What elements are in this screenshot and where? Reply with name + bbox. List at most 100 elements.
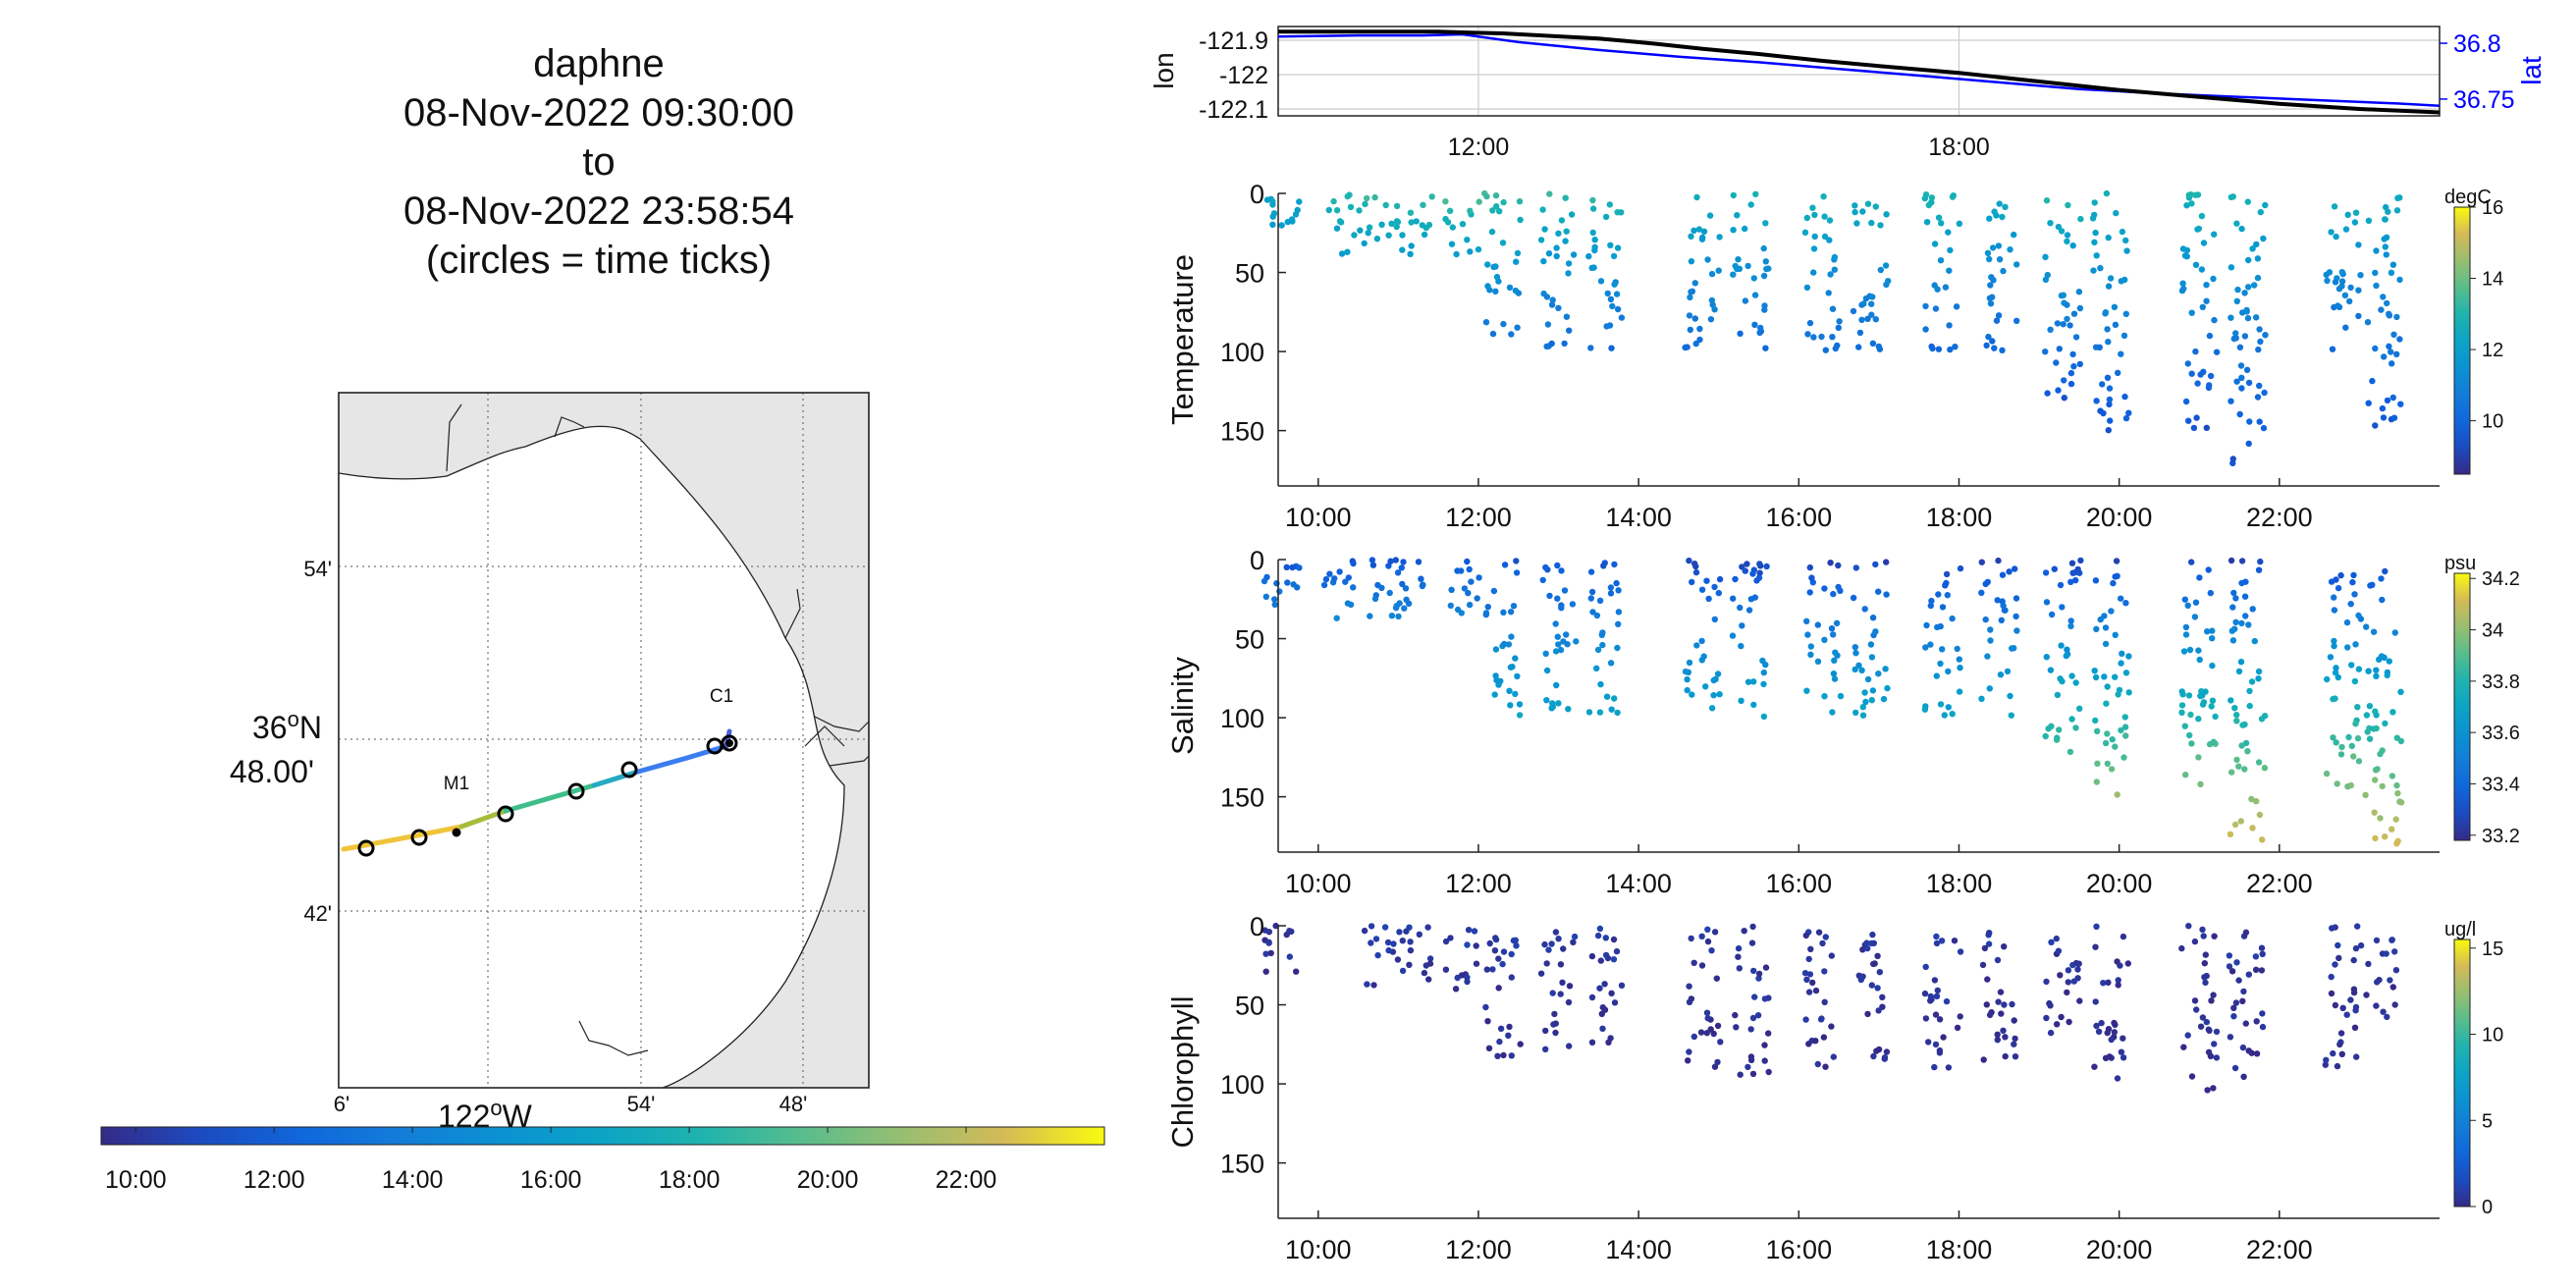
data-point xyxy=(1407,209,1415,216)
data-point xyxy=(1828,1023,1835,1030)
data-point xyxy=(2350,753,2357,760)
data-point xyxy=(1486,939,1493,947)
data-point xyxy=(1687,326,1694,334)
data-point xyxy=(2245,621,2252,628)
data-point xyxy=(1284,218,1291,226)
data-point xyxy=(2186,646,2194,654)
data-point xyxy=(2068,672,2075,679)
data-point xyxy=(1541,940,1548,948)
data-point xyxy=(1541,226,1548,233)
data-point xyxy=(1828,625,1836,632)
data-point xyxy=(2047,326,2054,333)
data-point xyxy=(1760,244,1767,252)
data-point xyxy=(2262,201,2269,209)
data-point xyxy=(1931,282,1938,289)
data-point xyxy=(1512,655,1519,662)
data-point xyxy=(1751,993,1758,1000)
x-tick-label: 14:00 xyxy=(1605,869,1672,898)
data-point xyxy=(1826,237,1833,243)
data-point xyxy=(1601,1006,1609,1013)
data-point xyxy=(2336,1041,2343,1048)
data-point xyxy=(2234,286,2241,294)
data-point xyxy=(2201,960,2208,967)
data-point xyxy=(1870,939,1878,946)
data-point xyxy=(1814,621,1822,628)
data-point xyxy=(1760,669,1768,676)
data-point xyxy=(2205,1048,2213,1056)
data-point xyxy=(2188,1073,2196,1080)
data-point xyxy=(1711,929,1719,936)
data-point xyxy=(2093,398,2100,404)
data-point xyxy=(1834,652,1841,659)
data-point xyxy=(1604,290,1611,297)
data-point xyxy=(1827,271,1834,278)
x-tick-label: 20:00 xyxy=(2086,1235,2153,1264)
data-point xyxy=(1830,1053,1838,1060)
data-point xyxy=(1730,227,1737,234)
data-point xyxy=(2254,274,2262,282)
data-point xyxy=(1548,340,1555,348)
data-point xyxy=(2243,306,2250,314)
data-point xyxy=(1875,1007,1882,1014)
data-point xyxy=(2105,979,2112,986)
data-point xyxy=(2390,414,2398,421)
map-lon-tick: 6' xyxy=(334,1092,349,1116)
data-point xyxy=(1942,582,1949,589)
data-point xyxy=(2256,382,2263,390)
data-point xyxy=(2372,834,2379,842)
data-point xyxy=(1922,644,1929,651)
data-point xyxy=(2209,662,2216,670)
data-point xyxy=(2249,825,2256,832)
data-point xyxy=(1418,575,1424,582)
data-point xyxy=(2098,1019,2105,1027)
data-point xyxy=(2075,289,2083,295)
data-point xyxy=(1852,644,1859,651)
data-point xyxy=(2377,750,2384,758)
data-point xyxy=(2053,935,2060,942)
data-point xyxy=(2120,1054,2127,1061)
data-point xyxy=(1395,613,1402,620)
data-point xyxy=(2383,950,2389,957)
data-point xyxy=(1850,307,1857,315)
data-point xyxy=(1739,564,1745,570)
data-point xyxy=(2388,349,2394,355)
data-point xyxy=(1351,232,1358,239)
data-point xyxy=(2333,233,2339,241)
data-point xyxy=(1338,250,1346,257)
data-point xyxy=(2102,640,2110,648)
time-tick-circle xyxy=(620,761,638,778)
data-point xyxy=(2064,989,2070,996)
data-point xyxy=(1855,344,1862,350)
data-point xyxy=(2238,558,2246,564)
data-point xyxy=(1978,559,1986,565)
data-point xyxy=(1762,258,1770,265)
data-point xyxy=(1499,240,1507,246)
data-point xyxy=(1593,665,1600,671)
data-point xyxy=(1465,589,1472,597)
data-point xyxy=(2105,427,2112,434)
data-point xyxy=(2352,944,2360,952)
data-point xyxy=(2235,977,2242,984)
data-point xyxy=(2388,937,2395,943)
data-point xyxy=(1707,316,1715,323)
data-point xyxy=(1569,601,1577,608)
data-point xyxy=(2327,654,2334,661)
data-point xyxy=(1602,935,1610,941)
data-point xyxy=(1997,671,2005,678)
data-point xyxy=(1941,712,1949,719)
data-point xyxy=(1747,1056,1755,1064)
data-point xyxy=(1367,613,1373,619)
data-point xyxy=(2240,1073,2247,1081)
data-point xyxy=(2064,315,2070,323)
data-point xyxy=(2388,360,2395,367)
data-point xyxy=(2112,673,2119,680)
x-tick-label: 20:00 xyxy=(2086,503,2153,532)
data-point xyxy=(2227,264,2235,271)
data-point xyxy=(1407,939,1414,945)
data-point xyxy=(1364,981,1370,988)
data-point xyxy=(1618,982,1626,989)
data-point xyxy=(2093,778,2100,785)
data-point xyxy=(1497,1025,1505,1033)
data-point xyxy=(1415,559,1422,565)
data-point xyxy=(2344,211,2351,218)
